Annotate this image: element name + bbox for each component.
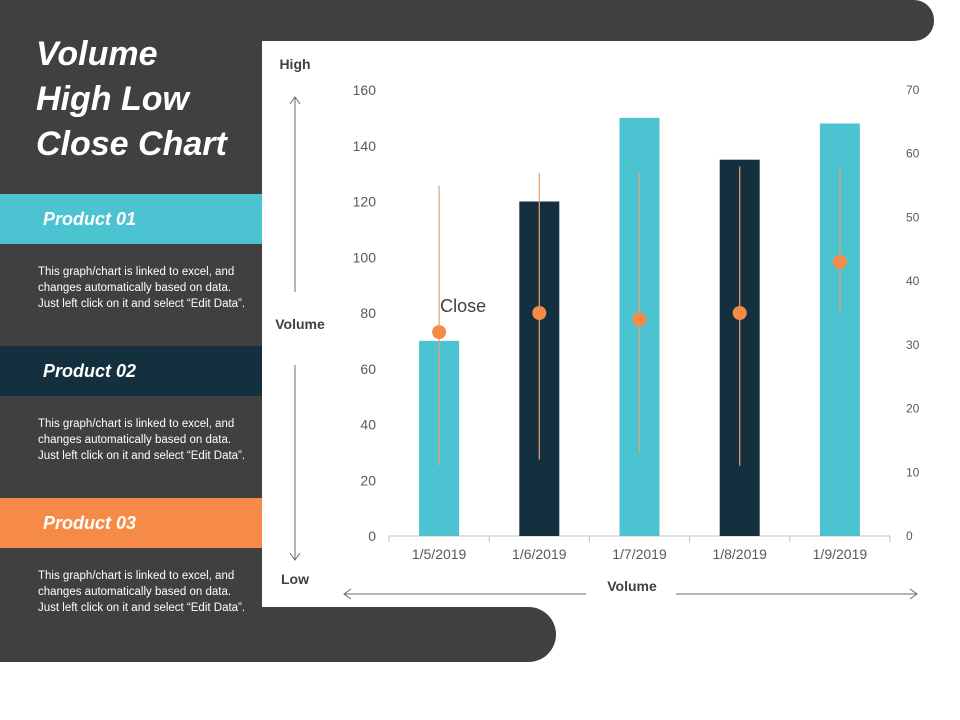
x-tick-label: 1/7/2019 xyxy=(612,546,667,562)
close-point xyxy=(532,306,547,320)
x-tick-label: 1/8/2019 xyxy=(712,546,767,562)
low-label: Low xyxy=(281,571,309,587)
high-label: High xyxy=(279,56,310,72)
product-03-header: Product 03 xyxy=(0,498,262,548)
product-01-description: This graph/chart is linked to excel, and… xyxy=(38,266,246,310)
left-tick-label: 140 xyxy=(353,138,377,154)
left-tick-label: 20 xyxy=(360,472,376,488)
close-annotation: Close xyxy=(440,296,486,316)
product-02-description: This graph/chart is linked to excel, and… xyxy=(38,418,246,462)
horizontal-double-arrow xyxy=(343,588,918,600)
left-tick-label: 100 xyxy=(353,249,377,265)
slide-title: Volume High Low Close Chart xyxy=(36,35,227,163)
left-tick-label: 120 xyxy=(353,194,377,210)
left-tick-label: 80 xyxy=(360,305,376,321)
right-tick-label: 50 xyxy=(906,210,920,224)
product-01-header: Product 01 xyxy=(0,194,262,244)
close-point xyxy=(732,306,747,320)
right-tick-label: 70 xyxy=(906,83,920,97)
x-tick-label: 1/9/2019 xyxy=(813,546,868,562)
right-tick-label: 30 xyxy=(906,338,920,352)
product-02-header: Product 02 xyxy=(0,346,262,396)
left-tick-label: 40 xyxy=(360,417,376,433)
close-point xyxy=(632,312,647,327)
right-tick-label: 40 xyxy=(906,274,920,288)
vertical-double-arrow xyxy=(289,96,301,561)
left-tick-label: 60 xyxy=(360,361,376,377)
x-tick-label: 1/6/2019 xyxy=(512,546,567,562)
product-03-description: This graph/chart is linked to excel, and… xyxy=(38,570,246,614)
volume-x-label: Volume xyxy=(607,578,657,594)
x-tick-label: 1/5/2019 xyxy=(412,546,467,562)
right-tick-label: 10 xyxy=(906,465,920,479)
volume-y-label: Volume xyxy=(275,316,325,332)
left-tick-label: 160 xyxy=(353,82,377,98)
right-tick-label: 0 xyxy=(906,529,913,543)
close-point xyxy=(832,255,847,270)
right-tick-label: 20 xyxy=(906,402,920,416)
right-tick-label: 60 xyxy=(906,147,920,161)
left-tick-label: 0 xyxy=(368,528,376,544)
left-panel xyxy=(0,0,262,662)
close-point xyxy=(432,325,447,340)
footer-band xyxy=(0,607,556,662)
